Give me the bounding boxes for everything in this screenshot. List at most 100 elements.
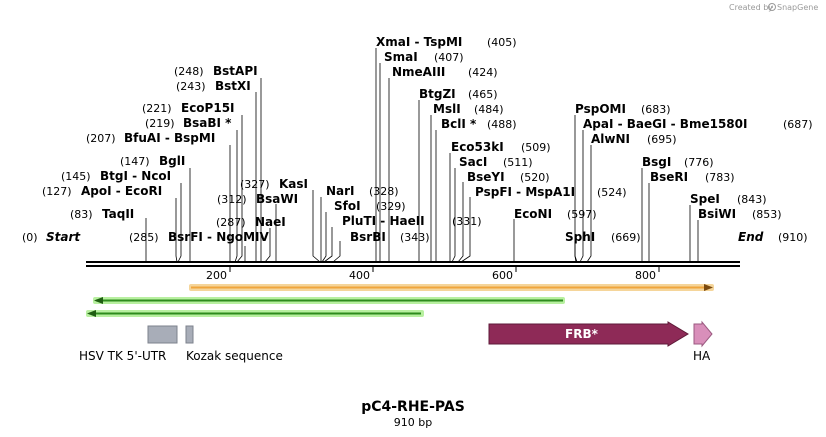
site-pos: (287) <box>216 216 246 229</box>
site-name: AlwNI <box>591 132 630 146</box>
site-pos: (853) <box>752 208 782 221</box>
site-pos: (147) <box>120 155 150 168</box>
dna-backbone <box>86 261 740 267</box>
site-name: PspOMI <box>575 102 626 116</box>
site-pos: (465) <box>468 88 498 101</box>
start-position: (0) <box>22 231 38 244</box>
site-name: BclI * <box>441 117 477 131</box>
site-pos: (405) <box>487 36 517 49</box>
site-name: Eco53kI <box>451 140 504 154</box>
site-pos: (221) <box>142 102 172 115</box>
end-position: (910) <box>778 231 808 244</box>
site-name: BglI <box>159 154 185 168</box>
site-pos: (687) <box>783 118 813 131</box>
site-labels: (83) TaqII (127) ApoI - EcoRI (145) BtgI… <box>42 35 813 244</box>
site-name: BfuAI - BspMI <box>124 131 215 145</box>
frb-feature-arrow <box>488 321 689 347</box>
site-pos: (695) <box>647 133 677 146</box>
leader-pspomi <box>574 115 578 263</box>
leader-apai <box>579 130 584 263</box>
site-name: ApoI - EcoRI <box>81 184 162 198</box>
site-pos: (329) <box>376 200 406 213</box>
orf-forward-arrow <box>189 284 714 291</box>
site-leader-lines <box>145 48 699 263</box>
scale-ticks <box>229 266 660 272</box>
site-name: EcoP15I <box>181 101 235 115</box>
site-pos: (285) <box>129 231 159 244</box>
site-name: EcoNI <box>514 207 552 221</box>
leader-pluti <box>323 227 333 263</box>
leader-saci <box>451 168 456 263</box>
site-name: NarI <box>326 184 355 198</box>
site-pos: (776) <box>684 156 714 169</box>
leader-ecop15i <box>236 115 243 263</box>
site-pos: (312) <box>217 193 247 206</box>
hsv-tk-utr-feature <box>147 325 178 344</box>
feature-label-frb: FRB* <box>565 327 599 341</box>
site-name: BsaBI * <box>183 116 232 130</box>
site-name: BtgI - NcoI <box>100 169 171 183</box>
ha-feature-arrow <box>693 320 713 348</box>
credit-prefix: Created by <box>729 3 773 12</box>
start-label: Start <box>46 230 81 244</box>
end-label: End <box>738 230 764 244</box>
credit-brand: SnapGene <box>777 3 818 12</box>
map-title: pC4-RHE-PAS <box>361 399 465 415</box>
site-name: SpeI <box>690 192 720 206</box>
site-name: ApaI - BaeGI - Bme1580I <box>583 117 747 131</box>
leader-sfoi <box>321 212 327 263</box>
map-length: 910 bp <box>394 416 432 429</box>
feature-label-ha: HA <box>693 349 711 363</box>
tick-label: 200 <box>206 269 227 282</box>
site-pos: (683) <box>641 103 671 116</box>
site-name: BstAPI <box>213 64 258 78</box>
feature-label-hsv-tk: HSV TK 5'-UTR <box>79 349 166 363</box>
site-name: NaeI <box>255 215 286 229</box>
site-pos: (327) <box>240 178 270 191</box>
site-name: BsrBI <box>350 230 386 244</box>
leader-naei <box>264 228 271 263</box>
site-name: BsgI <box>642 155 671 169</box>
site-pos: (843) <box>737 193 767 206</box>
leader-bseyi <box>457 182 464 263</box>
tick-label: 600 <box>492 269 513 282</box>
feature-label-kozak: Kozak sequence <box>186 349 283 363</box>
site-pos: (127) <box>42 185 72 198</box>
site-pos: (484) <box>474 103 504 116</box>
site-pos: (424) <box>468 66 498 79</box>
leader-apoi <box>175 198 178 263</box>
tick-label: 400 <box>349 269 370 282</box>
site-pos: (83) <box>70 208 93 221</box>
site-pos: (343) <box>400 231 430 244</box>
snapgene-logo-icon <box>768 3 776 11</box>
site-name: PspFI - MspA1I <box>475 185 575 199</box>
site-pos: (783) <box>705 171 735 184</box>
site-name: NmeAIII <box>392 65 445 79</box>
site-pos: (597) <box>567 208 597 221</box>
site-name: BsaWI <box>256 192 298 206</box>
reverse-orf-arrow-2 <box>86 310 424 317</box>
leader-bsabi <box>234 130 238 263</box>
site-pos: (248) <box>174 65 204 78</box>
site-pos: (407) <box>434 51 464 64</box>
site-name: BstXI <box>215 79 251 93</box>
site-pos: (524) <box>597 186 627 199</box>
site-name: XmaI - TspMI <box>376 35 462 49</box>
site-pos: (145) <box>61 170 91 183</box>
tick-label: 800 <box>635 269 656 282</box>
site-pos: (509) <box>521 141 551 154</box>
site-pos: (488) <box>487 118 517 131</box>
site-name: SphI <box>565 230 595 244</box>
site-name: TaqII <box>102 207 134 221</box>
site-pos: (331) <box>452 215 482 228</box>
site-name: BseRI <box>650 170 688 184</box>
site-pos: (219) <box>145 117 175 130</box>
leader-alwni <box>586 145 592 263</box>
site-name: KasI <box>279 177 308 191</box>
site-pos: (328) <box>369 185 399 198</box>
site-name: SmaI <box>384 50 418 64</box>
kozak-feature <box>185 325 194 344</box>
site-name: BtgZI <box>419 87 456 101</box>
site-name: SfoI <box>334 199 361 213</box>
site-name: SacI <box>459 155 487 169</box>
